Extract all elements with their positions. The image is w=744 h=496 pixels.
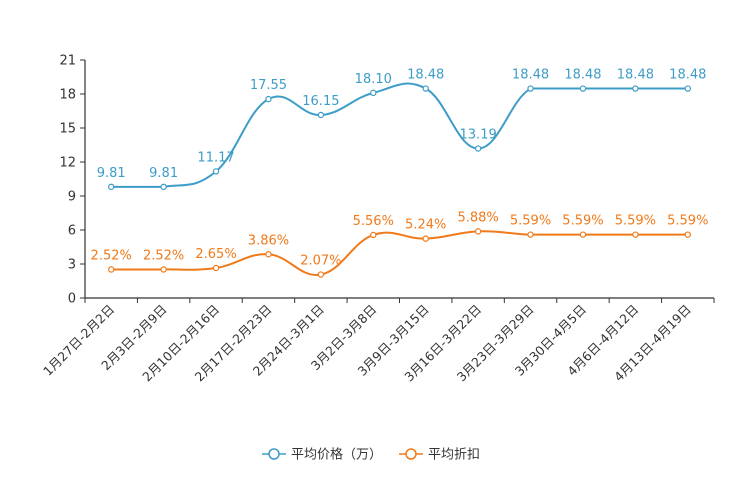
discount-data-label: 3.86% — [248, 233, 289, 248]
price-data-label: 17.55 — [250, 78, 287, 93]
discount-data-label: 5.59% — [510, 214, 551, 229]
price-point[interactable] — [265, 95, 272, 103]
discount-point[interactable] — [317, 271, 325, 278]
discount-point[interactable] — [632, 231, 639, 238]
price-series-line — [111, 82, 688, 188]
discount-point[interactable] — [684, 231, 691, 238]
price-point[interactable] — [422, 85, 429, 92]
price-point[interactable] — [108, 183, 115, 191]
discount-point[interactable] — [265, 251, 272, 258]
discount-data-label: 5.59% — [667, 214, 708, 229]
price-data-label: 9.81 — [97, 166, 126, 181]
price-data-label: 18.48 — [564, 68, 601, 83]
price-data-label: 11.17 — [197, 150, 234, 165]
discount-point[interactable] — [370, 231, 377, 239]
y-tick-label: 18 — [59, 88, 76, 103]
price-data-label: 18.48 — [617, 68, 654, 83]
legend-item-price[interactable]: 平均价格（万） — [262, 447, 382, 463]
discount-data-label: 5.56% — [353, 214, 394, 229]
price-data-label: 18.10 — [355, 72, 392, 87]
y-axis: 0 3 6 9 12 15 18 21 — [59, 54, 86, 307]
discount-data-label: 5.59% — [615, 214, 656, 229]
y-tick-label: 15 — [59, 122, 76, 137]
discount-point[interactable] — [108, 266, 115, 273]
legend[interactable]: 平均价格（万） 平均折扣 — [262, 447, 480, 463]
price-point[interactable] — [579, 85, 587, 92]
price-point[interactable] — [527, 85, 534, 92]
price-point[interactable] — [632, 85, 639, 92]
discount-data-label: 2.52% — [143, 248, 184, 263]
price-data-label: 13.19 — [460, 128, 497, 143]
discount-point[interactable] — [160, 266, 167, 273]
price-point[interactable] — [317, 111, 325, 119]
discount-point[interactable] — [527, 231, 534, 238]
legend-item-discount[interactable]: 平均折扣 — [399, 448, 480, 463]
y-tick-label: 6 — [68, 224, 76, 239]
price-data-label: 18.48 — [407, 68, 444, 83]
discount-point[interactable] — [212, 264, 220, 272]
price-point[interactable] — [160, 183, 167, 191]
price-point[interactable] — [212, 168, 220, 175]
price-point[interactable] — [684, 85, 691, 92]
legend-label: 平均价格（万） — [291, 447, 382, 463]
price-data-label: 18.48 — [512, 68, 549, 83]
y-tick-label: 9 — [68, 190, 76, 205]
legend-marker-icon — [268, 448, 280, 460]
y-tick-label: 0 — [68, 292, 76, 307]
legend-marker-icon — [405, 448, 417, 460]
y-tick-label: 12 — [59, 156, 76, 171]
discount-data-label: 2.52% — [91, 248, 132, 263]
data-points — [108, 85, 691, 278]
discount-data-label: 2.65% — [195, 247, 236, 262]
discount-data-label: 5.88% — [457, 210, 498, 225]
price-data-label: 9.81 — [149, 166, 178, 181]
y-tick-label: 21 — [59, 54, 76, 69]
discount-data-label: 5.24% — [405, 218, 446, 233]
x-axis: 1月27日-2月2日2月3日-2月9日2月10日-2月16日2月17日-2月23… — [40, 297, 715, 384]
discount-data-label: 2.07% — [300, 254, 341, 269]
price-point[interactable] — [474, 145, 482, 152]
legend-label: 平均折扣 — [428, 448, 480, 463]
discount-point[interactable] — [474, 228, 482, 235]
price-point[interactable] — [370, 89, 377, 97]
price-data-label: 18.48 — [669, 68, 706, 83]
discount-point[interactable] — [579, 231, 587, 238]
discount-data-label: 5.59% — [562, 214, 603, 229]
price-data-label: 16.15 — [302, 94, 339, 109]
y-tick-label: 3 — [68, 258, 76, 273]
data-labels: 9.81 9.81 11.17 17.55 16.15 18.10 18.48 13.19 18… — [91, 68, 709, 269]
discount-point[interactable] — [422, 235, 429, 242]
